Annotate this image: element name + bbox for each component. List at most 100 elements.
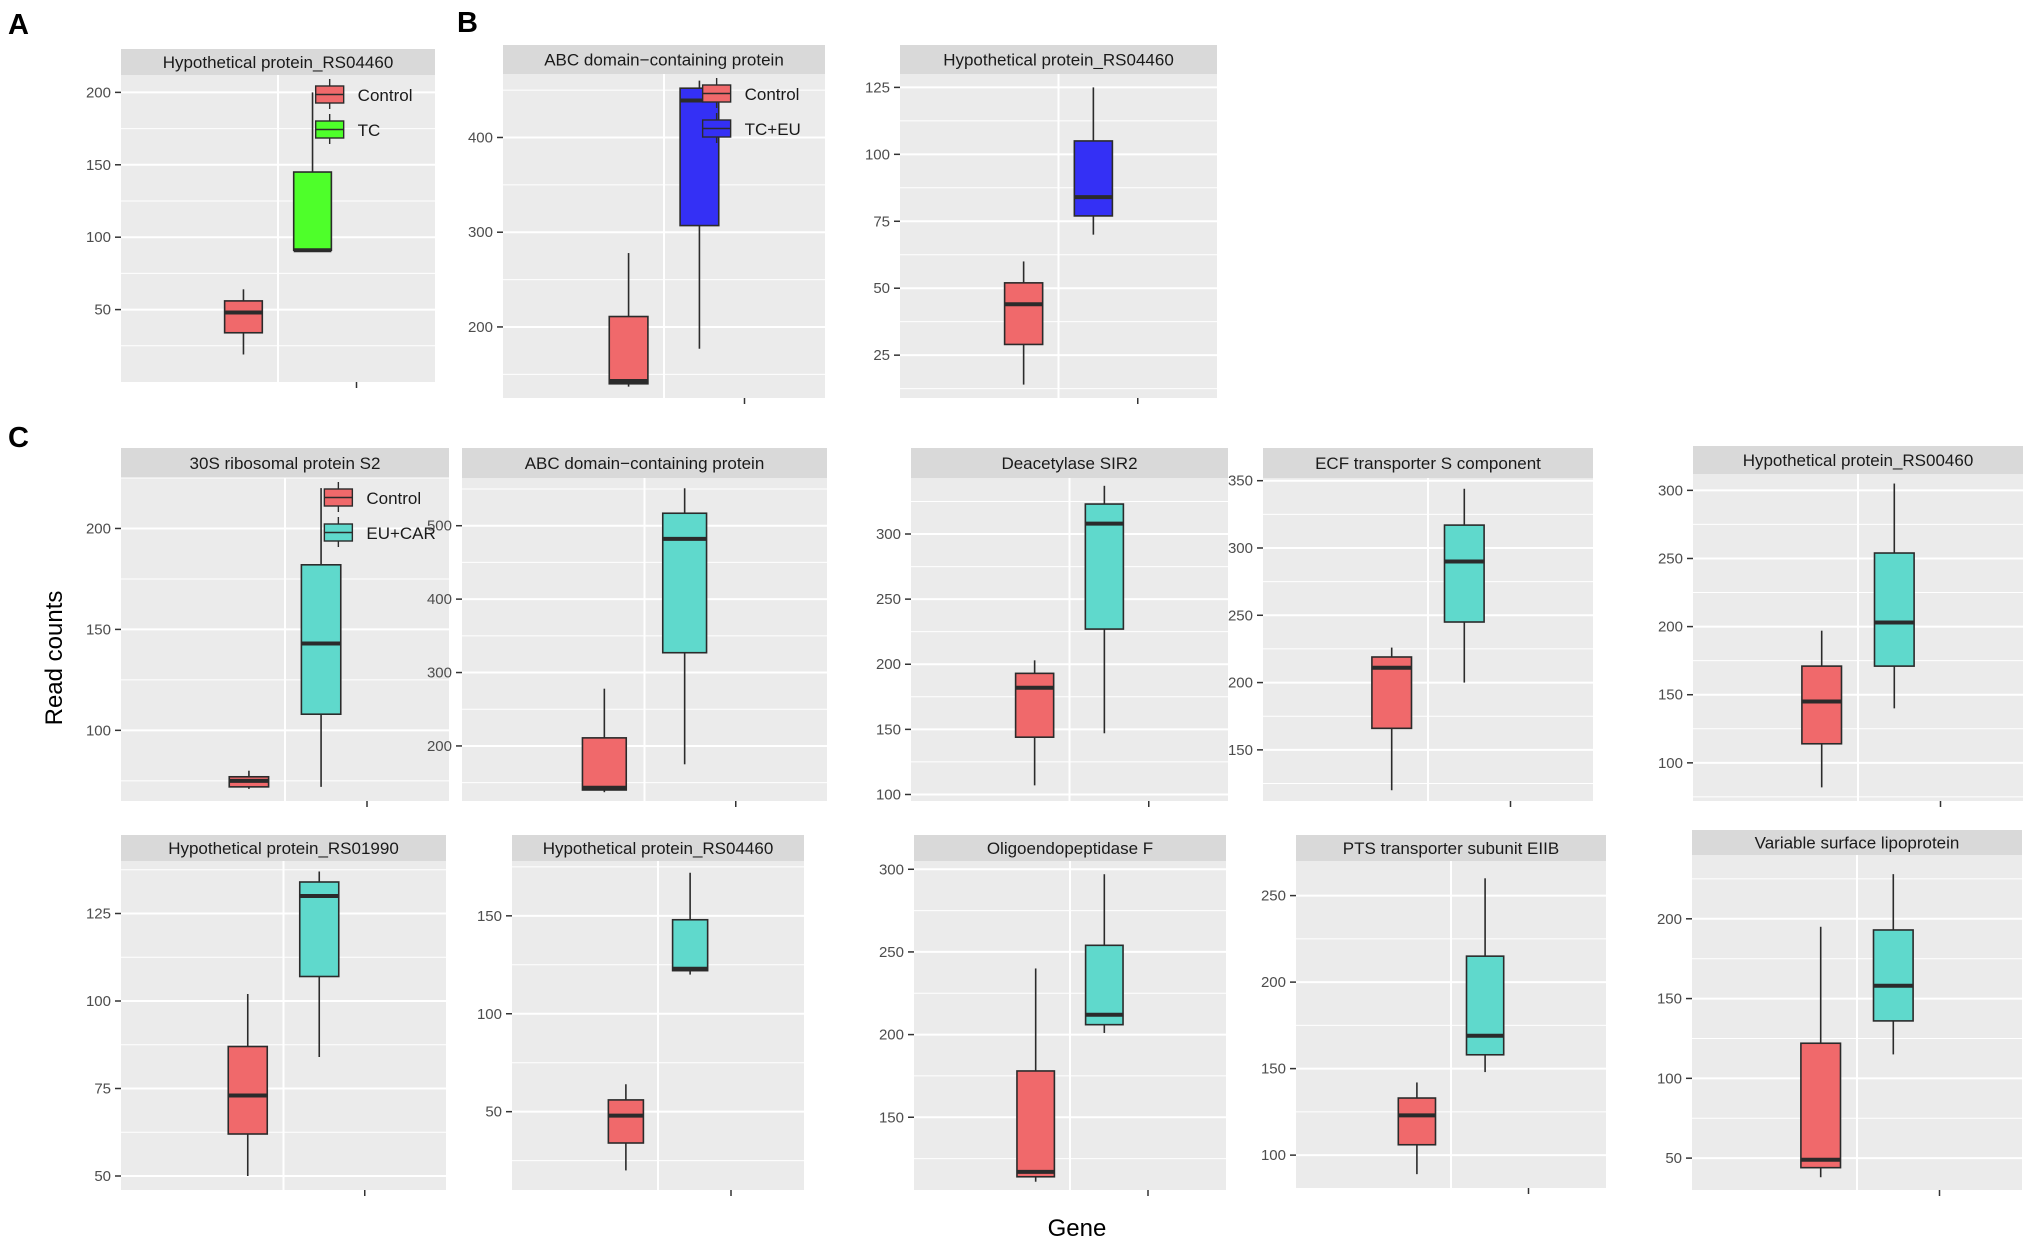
facet-strip: [914, 835, 1226, 861]
y-tick-label: 100: [1261, 1147, 1286, 1164]
box-tc-eu: [679, 87, 720, 227]
y-tick-label: 200: [876, 656, 901, 673]
y-tick-label: 50: [1665, 1150, 1682, 1167]
panel-label-b: B: [457, 7, 478, 39]
y-tick-label: 150: [1261, 1061, 1286, 1078]
y-tick-label: 350: [1228, 473, 1253, 490]
y-tick-label: 400: [427, 591, 452, 608]
y-tick-label: 100: [865, 146, 890, 163]
chart-panel: Hypothetical protein_RS04460 50 100 150: [477, 835, 804, 1196]
box-eu-car: [1443, 524, 1485, 623]
facet-strip: [1263, 448, 1593, 478]
box-control: [1014, 672, 1055, 738]
y-tick-label: 300: [876, 526, 901, 543]
y-tick-label: 500: [427, 518, 452, 535]
chart-panel: Oligoendopeptidase F 150 200 250 300: [879, 835, 1226, 1196]
y-tick-label: 150: [1657, 991, 1682, 1008]
y-tick-label: 150: [1228, 742, 1253, 759]
facet-strip: [900, 45, 1217, 74]
legend-label: TC+EU: [745, 120, 801, 139]
facet-strip: [512, 835, 804, 861]
box-control: [1397, 1097, 1437, 1146]
box-control: [608, 315, 649, 385]
box-tc: [292, 171, 333, 252]
charts-layer: Hypothetical protein_RS04460 50 100 150 200 C…: [86, 45, 2023, 1196]
y-tick-label: 100: [1657, 1070, 1682, 1087]
y-tick-label: 400: [468, 129, 493, 146]
box-control: [227, 1045, 269, 1135]
box-eu-car: [1872, 929, 1914, 1022]
facet-title: Deacetylase SIR2: [1001, 454, 1137, 473]
x-axis-title: Gene: [1048, 1215, 1107, 1242]
y-tick-label: 50: [94, 1168, 111, 1185]
chart-panel: Variable surface lipoprotein 50 100 150 200: [1657, 830, 2022, 1196]
box-control: [1800, 1042, 1842, 1169]
legend-label: EU+CAR: [366, 524, 435, 543]
y-tick-label: 150: [1658, 687, 1683, 704]
facet-strip: [121, 835, 446, 861]
y-tick-label: 250: [1658, 550, 1683, 567]
y-tick-label: 300: [1658, 482, 1683, 499]
box-tc-eu: [1073, 140, 1114, 217]
y-tick-label: 75: [873, 213, 890, 230]
y-tick-label: 200: [1657, 911, 1682, 928]
legend-label: Control: [745, 85, 800, 104]
y-tick-label: 300: [879, 861, 904, 878]
legend-label: Control: [358, 86, 413, 105]
facet-strip: [1692, 830, 2022, 855]
y-tick-label: 200: [427, 738, 452, 755]
facet-title: Oligoendopeptidase F: [987, 839, 1153, 858]
facet-title: ECF transporter S component: [1315, 454, 1541, 473]
facet-strip: [1296, 835, 1606, 861]
chart-panel: ECF transporter S component 150 200 250 300 3…: [1228, 448, 1593, 807]
chart-panel: Deacetylase SIR2 100 150 200 250 300: [876, 448, 1228, 807]
box-control: [607, 1099, 645, 1144]
y-tick-label: 100: [86, 229, 111, 246]
box-control: [1016, 1070, 1056, 1178]
y-tick-label: 300: [427, 665, 452, 682]
y-tick-label: 250: [879, 944, 904, 961]
y-tick-label: 50: [485, 1104, 502, 1121]
y-tick-label: 100: [86, 993, 111, 1010]
y-tick-label: 125: [86, 906, 111, 923]
y-tick-label: 300: [468, 224, 493, 241]
panel-label-c: C: [8, 422, 29, 454]
panel-label-a: A: [8, 9, 29, 41]
box-eu-car: [300, 564, 342, 715]
y-tick-label: 200: [1261, 974, 1286, 991]
facet-strip: [911, 448, 1228, 478]
box-control: [1801, 665, 1843, 745]
y-tick-label: 250: [876, 591, 901, 608]
y-axis-title: Read counts: [41, 591, 68, 726]
y-tick-label: 150: [86, 621, 111, 638]
facet-strip: [121, 49, 435, 75]
box-eu-car: [1465, 955, 1505, 1056]
box-eu-car: [671, 918, 709, 972]
facet-title: Hypothetical protein_RS04460: [163, 53, 394, 72]
y-tick-label: 200: [1228, 675, 1253, 692]
facet-title: ABC domain−containing protein: [544, 51, 784, 70]
chart-panel: Hypothetical protein_RS04460 50 100 150 200 C…: [86, 49, 435, 388]
chart-panel: Hypothetical protein_RS04460 25 50 75 100 125: [865, 45, 1217, 404]
y-tick-label: 300: [1228, 540, 1253, 557]
facet-title: PTS transporter subunit EIIB: [1343, 839, 1559, 858]
box-eu-car: [1873, 552, 1915, 667]
chart-panel: PTS transporter subunit EIIB 100 150 200 250: [1261, 835, 1606, 1194]
chart-panel: Hypothetical protein_RS01990 50 75 100 125: [86, 835, 446, 1196]
box-eu-car: [1084, 944, 1124, 1026]
chart-panel: ABC domain−containing protein 200 300 400 Co…: [468, 45, 825, 404]
facet-title: Hypothetical protein_RS00460: [1743, 451, 1974, 470]
y-tick-label: 50: [873, 280, 890, 297]
y-tick-label: 75: [94, 1081, 111, 1098]
legend-label: Control: [366, 489, 421, 508]
y-tick-label: 150: [477, 908, 502, 925]
y-tick-label: 150: [879, 1109, 904, 1126]
facet-title: 30S ribosomal protein S2: [190, 454, 381, 473]
y-tick-label: 200: [86, 520, 111, 537]
y-tick-label: 100: [86, 722, 111, 739]
y-tick-label: 150: [876, 721, 901, 738]
facet-title: Hypothetical protein_RS04460: [943, 51, 1174, 70]
facet-title: Hypothetical protein_RS04460: [543, 839, 774, 858]
